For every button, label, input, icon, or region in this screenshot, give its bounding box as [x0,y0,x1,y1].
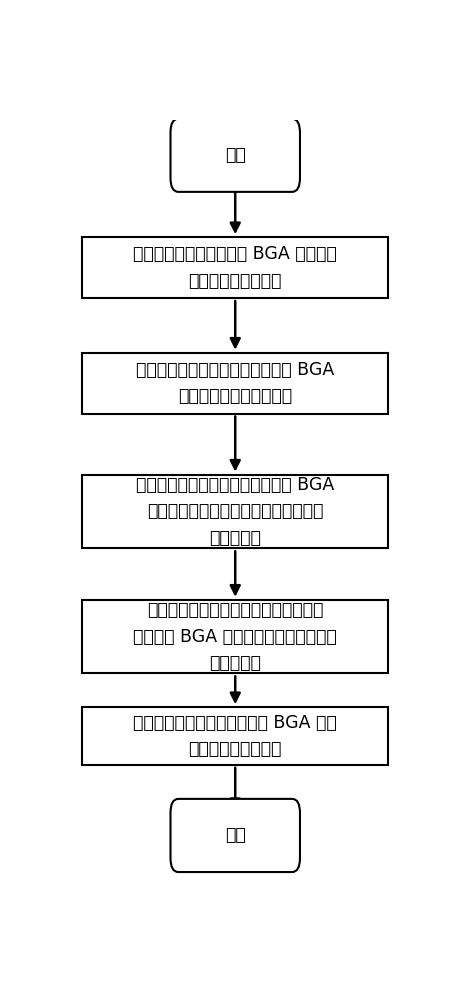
Text: 考虑温循载荷顺序加载影响的 BGA 焊点
热疲劳寿命预测方法: 考虑温循载荷顺序加载影响的 BGA 焊点 热疲劳寿命预测方法 [134,714,337,758]
Text: 利用试验数据进行考虑温循载荷顺序加
载影响的 BGA 焊点热疲劳寿命预测模型
的分析验证: 利用试验数据进行考虑温循载荷顺序加 载影响的 BGA 焊点热疲劳寿命预测模型 的… [134,601,337,672]
Bar [82,237,388,298]
FancyBboxPatch shape [170,799,300,872]
Bar [82,600,388,673]
Text: 分析温循载荷顺序加载对 BGA 焊点热疲
劳寿命的影响及原因: 分析温循载荷顺序加载对 BGA 焊点热疲 劳寿命的影响及原因 [134,245,337,290]
Bar [82,475,388,548]
Text: 确定考虑温循载荷顺序加载影响的 BGA
焊点热疲劳寿命预测模型中各参数的拟
合确定方法: 确定考虑温循载荷顺序加载影响的 BGA 焊点热疲劳寿命预测模型中各参数的拟 合确… [136,476,334,547]
Text: 开始: 开始 [225,146,246,164]
Bar [82,707,388,765]
FancyBboxPatch shape [170,119,300,192]
Text: 结束: 结束 [225,826,246,844]
Bar [82,353,388,414]
Text: 构建考虑温循载荷顺序加载影响的 BGA
焊点热疲劳寿命预测模型: 构建考虑温循载荷顺序加载影响的 BGA 焊点热疲劳寿命预测模型 [136,361,334,405]
